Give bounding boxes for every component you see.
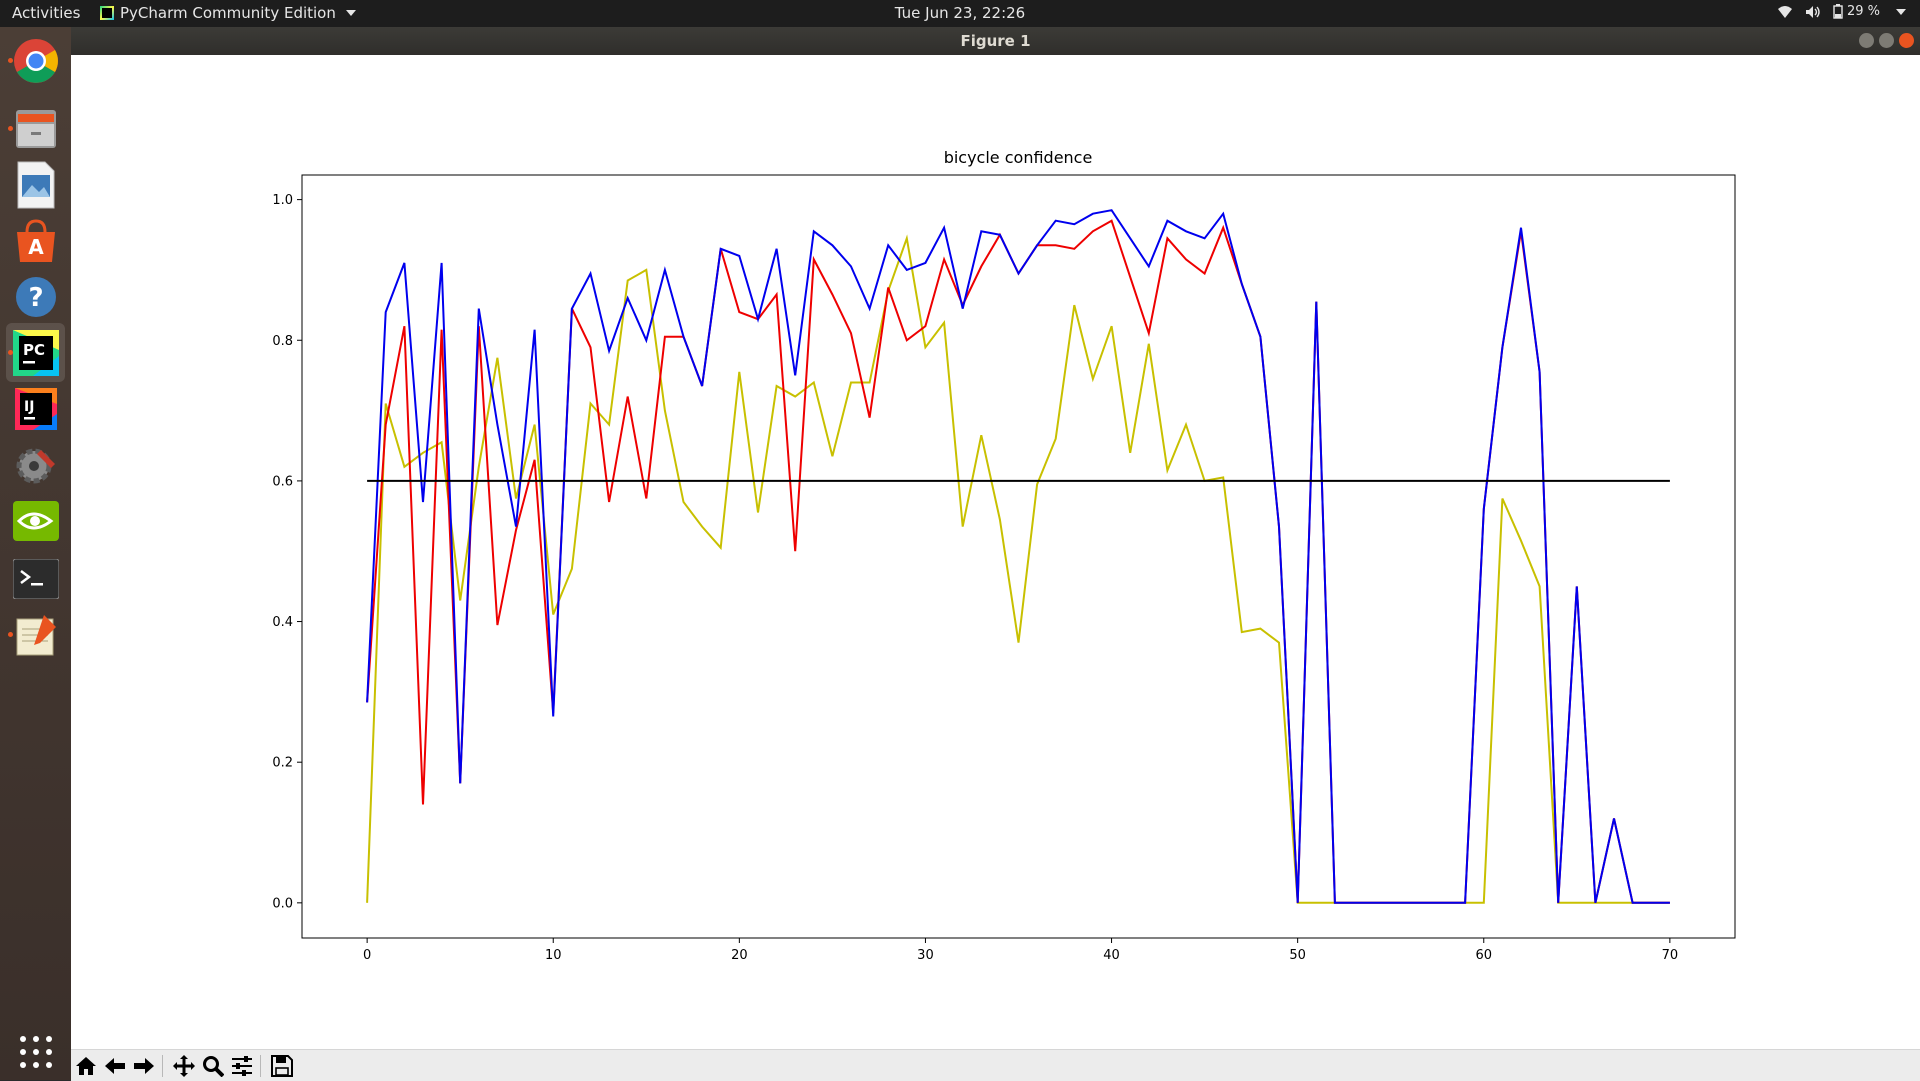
svg-text:?: ? — [28, 283, 43, 313]
volume-icon — [1805, 5, 1820, 18]
chrome-icon — [13, 38, 58, 83]
x-tick-label: 50 — [1289, 948, 1306, 963]
intellij-icon: IJ — [14, 387, 57, 430]
home-button[interactable] — [73, 1053, 99, 1079]
show-applications-icon — [19, 1035, 52, 1068]
system-menu-chevron-icon — [1896, 8, 1906, 15]
dock-item-intellij[interactable]: IJ — [6, 379, 65, 438]
dock-item-show-applications[interactable] — [6, 1022, 65, 1081]
svg-text:PC: PC — [23, 341, 45, 359]
image-viewer-icon — [17, 161, 54, 208]
pycharm-small-icon — [100, 6, 114, 20]
y-tick-label: 0.6 — [272, 474, 293, 489]
pan-icon — [173, 1055, 195, 1077]
x-tick-label: 70 — [1662, 948, 1679, 963]
back-icon — [105, 1058, 125, 1074]
x-tick-label: 0 — [363, 948, 371, 963]
files-icon — [15, 109, 56, 148]
text-editor-icon — [16, 614, 56, 655]
y-tick-label: 0.2 — [272, 756, 293, 771]
figure-canvas[interactable]: 0.0 0.2 0.4 0.6 0.8 1.0 0 10 20 30 40 50 60 70 bicyc… — [71, 55, 1920, 1049]
dock: A ? PC IJ — [0, 27, 71, 1080]
x-tick-label: 20 — [731, 948, 748, 963]
window-title: Figure 1 — [960, 32, 1031, 50]
forward-icon — [134, 1058, 154, 1074]
configure-icon — [232, 1056, 252, 1076]
dock-item-settings[interactable] — [6, 435, 65, 494]
svg-text:IJ: IJ — [24, 399, 34, 415]
dock-item-nvidia[interactable] — [6, 491, 65, 550]
settings-icon — [16, 448, 55, 483]
help-icon: ? — [15, 276, 56, 317]
app-name: PyCharm Community Edition — [120, 4, 336, 22]
activities-button[interactable]: Activities — [12, 4, 81, 22]
dock-item-image-viewer[interactable] — [6, 155, 65, 214]
battery-status: 29 % — [1833, 4, 1880, 19]
forward-button[interactable] — [131, 1053, 157, 1079]
plot-frame — [301, 174, 1736, 939]
x-tick-label: 30 — [917, 948, 934, 963]
figure-window: Figure 1 0.0 0.2 0.4 0.6 0.8 1.0 0 10 20 30 40 50 6… — [71, 27, 1920, 1081]
y-tick-label: 0.8 — [272, 334, 293, 349]
wifi-icon — [1777, 5, 1792, 18]
dock-item-files[interactable] — [6, 99, 65, 158]
pan-button[interactable] — [171, 1053, 197, 1079]
dock-item-chrome[interactable] — [6, 31, 65, 90]
toolbar-separator — [260, 1055, 261, 1077]
maximize-button[interactable] — [1879, 33, 1894, 48]
x-tick-label: 40 — [1103, 948, 1120, 963]
y-axis: 0.0 0.2 0.4 0.6 0.8 1.0 — [272, 193, 302, 911]
dock-item-pycharm[interactable]: PC — [6, 323, 65, 382]
dock-item-text-editor[interactable] — [6, 605, 65, 664]
nvidia-icon — [12, 500, 59, 541]
window-titlebar[interactable]: Figure 1 — [71, 27, 1920, 55]
app-menu[interactable]: PyCharm Community Edition — [100, 4, 356, 22]
svg-text:A: A — [28, 235, 44, 259]
y-tick-label: 0.0 — [272, 896, 293, 911]
terminal-icon — [12, 558, 59, 599]
minimize-button[interactable] — [1859, 33, 1874, 48]
chart-marks — [366, 209, 1670, 904]
running-indicator — [8, 126, 13, 131]
dock-item-help[interactable]: ? — [6, 267, 65, 326]
close-button[interactable] — [1899, 33, 1914, 48]
x-tick-label: 60 — [1475, 948, 1492, 963]
toolbar-separator — [162, 1055, 163, 1077]
y-tick-label: 1.0 — [272, 193, 293, 208]
battery-icon — [1833, 4, 1843, 19]
running-indicator — [8, 632, 13, 637]
dock-item-terminal[interactable] — [6, 549, 65, 608]
running-indicator — [8, 58, 13, 63]
system-tray[interactable]: 29 % — [1777, 4, 1906, 19]
save-icon — [271, 1055, 293, 1077]
save-button[interactable] — [269, 1053, 295, 1079]
figure-toolbar — [71, 1049, 1920, 1081]
x-axis: 0 10 20 30 40 50 60 70 — [363, 938, 1678, 963]
top-bar: Activities PyCharm Community Edition Tue… — [0, 0, 1920, 27]
chart-title: bicycle confidence — [944, 148, 1093, 167]
pycharm-icon: PC — [12, 329, 59, 376]
series-line-2 — [366, 209, 1670, 904]
line-chart: 0.0 0.2 0.4 0.6 0.8 1.0 0 10 20 30 40 50 60 70 bicyc… — [272, 148, 1736, 963]
dock-item-software[interactable]: A — [6, 211, 65, 270]
battery-percent: 29 % — [1846, 4, 1880, 19]
zoom-icon — [203, 1056, 224, 1077]
back-button[interactable] — [102, 1053, 128, 1079]
home-icon — [76, 1057, 96, 1075]
running-indicator — [8, 350, 13, 355]
configure-button[interactable] — [229, 1053, 255, 1079]
zoom-button[interactable] — [200, 1053, 226, 1079]
chevron-down-icon — [345, 10, 356, 16]
y-tick-label: 0.4 — [272, 615, 293, 630]
x-tick-label: 10 — [545, 948, 562, 963]
software-center-icon: A — [16, 218, 55, 262]
